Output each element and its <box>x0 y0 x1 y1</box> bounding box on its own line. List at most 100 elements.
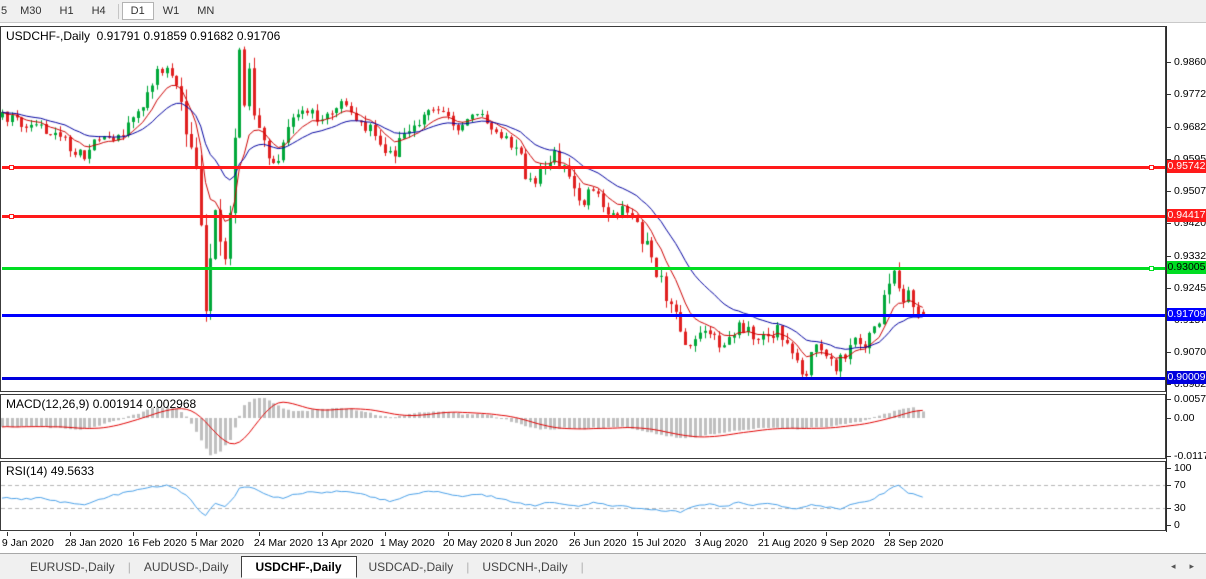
rsi-canvas[interactable] <box>1 462 1165 530</box>
price-chart-panel: USDCHF-,Daily 0.91791 0.91859 0.91682 0.… <box>0 26 1166 392</box>
date-axis-label: 1 May 2020 <box>379 537 435 549</box>
axis-tick-mark <box>1167 467 1171 469</box>
ohlc-open: 0.91791 <box>96 29 141 43</box>
axis-tick-mark <box>1167 418 1171 419</box>
price-level-badge-0.94417: 0.94417 <box>1167 209 1206 222</box>
date-axis-label: 8 Jun 2020 <box>505 537 558 549</box>
horizontal-level-line-0.93005[interactable] <box>2 266 1165 270</box>
date-axis-tick-mark <box>888 532 890 536</box>
toolbar-separator <box>117 3 119 19</box>
price-axis-tick: 0.95075 <box>1174 185 1206 198</box>
date-axis-tick-mark <box>636 532 638 536</box>
horizontal-level-line-0.90009[interactable] <box>2 376 1165 380</box>
axis-tick-mark <box>1167 351 1171 353</box>
tab-scroll-arrows: ◂ ▸ <box>1171 561 1194 572</box>
ohlc-low: 0.91682 <box>190 29 234 43</box>
tab-eurusd-daily[interactable]: EURUSD-,Daily <box>30 559 115 574</box>
tab-usdchf-daily[interactable]: USDCHF-,Daily <box>240 555 357 578</box>
date-axis-tick-mark <box>195 532 197 536</box>
tab-separator: | <box>466 559 470 574</box>
date-axis-label: 28 Jan 2020 <box>64 537 123 549</box>
price-axis-tick: 0.96825 <box>1174 121 1206 134</box>
price-axis-tick: 0.93325 <box>1174 249 1206 262</box>
timeframe-button-m5[interactable]: 5 <box>1 5 8 17</box>
chart-symbol-label: USDCHF-,Daily <box>6 29 90 43</box>
axis-tick-mark <box>1167 159 1171 161</box>
date-axis-tick-mark <box>762 532 764 536</box>
price-axis-tick: 0.97725 <box>1174 88 1206 101</box>
date-axis-label: 24 Mar 2020 <box>253 537 313 549</box>
date-axis-tick-mark <box>573 532 575 536</box>
date-axis-label: 28 Sep 2020 <box>883 537 944 549</box>
axis-tick-mark <box>1167 399 1171 401</box>
level-line-handle-left[interactable] <box>9 214 14 219</box>
timeframe-toolbar: 5 M30 H1 H4 D1 W1 MN <box>0 0 1206 23</box>
timeframe-button-h4[interactable]: H4 <box>91 5 106 17</box>
tab-usdcnh-daily[interactable]: USDCNH-,Daily <box>482 559 568 574</box>
horizontal-level-line-0.95742[interactable] <box>2 166 1165 170</box>
axis-tick-mark <box>1167 94 1171 96</box>
macd-signal-value: 0.002968 <box>146 397 197 411</box>
date-axis-tick-mark <box>447 532 449 536</box>
tab-audusd-daily[interactable]: AUDUSD-,Daily <box>143 559 229 574</box>
date-axis-label: 20 May 2020 <box>442 537 504 549</box>
date-axis-tick-mark <box>384 532 386 536</box>
axis-tick-mark <box>1167 255 1171 257</box>
macd-title: MACD(12,26,9) 0.001914 0.002968 <box>6 397 196 411</box>
timeframe-button-h1[interactable]: H1 <box>59 5 74 17</box>
timeframe-button-mn[interactable]: MN <box>197 5 215 17</box>
tab-scroll-left-icon[interactable]: ◂ <box>1170 561 1176 571</box>
chart-title: USDCHF-,Daily 0.91791 0.91859 0.91682 0.… <box>6 29 280 43</box>
macd-axis-tick: 0.00 <box>1174 412 1195 424</box>
date-axis-tick-mark <box>825 532 827 536</box>
date-axis-label: 26 Jun 2020 <box>568 537 627 549</box>
date-axis-label: 13 Apr 2020 <box>316 537 374 549</box>
ohlc-high: 0.91859 <box>143 29 187 43</box>
price-level-badge-0.90009: 0.90009 <box>1167 370 1206 384</box>
rsi-axis-tick: 30 <box>1174 502 1186 514</box>
tab-separator: | <box>127 559 131 574</box>
price-axis[interactable]: 0.986000.977250.968250.959500.950750.942… <box>1166 26 1206 532</box>
date-axis-tick-mark <box>510 532 512 536</box>
tab-separator: | <box>580 559 584 574</box>
timeframe-button-w1[interactable]: W1 <box>162 5 180 17</box>
symbol-tab-bar: EURUSD-,Daily | AUDUSD-,Daily USDCHF-,Da… <box>0 553 1206 579</box>
level-line-handle-right[interactable] <box>1149 265 1154 271</box>
macd-panel: MACD(12,26,9) 0.001914 0.002968 <box>0 394 1166 459</box>
timeframe-button-d1[interactable]: D1 <box>121 2 154 20</box>
macd-name-label: MACD(12,26,9) <box>6 397 90 411</box>
axis-tick-mark <box>1167 62 1171 63</box>
axis-tick-mark <box>1167 525 1171 527</box>
macd-canvas[interactable] <box>1 395 1165 458</box>
level-line-handle-right[interactable] <box>1149 165 1154 171</box>
price-chart-canvas[interactable] <box>1 27 1165 391</box>
axis-tick-mark <box>1167 223 1171 225</box>
tab-usdcad-daily[interactable]: USDCAD-,Daily <box>368 559 454 574</box>
axis-tick-mark <box>1167 485 1171 486</box>
horizontal-level-line-0.94417[interactable] <box>2 215 1165 218</box>
axis-tick-mark <box>1167 191 1171 193</box>
rsi-panel: RSI(14) 49.5633 <box>0 461 1166 531</box>
timeframe-button-m30[interactable]: M30 <box>20 5 42 17</box>
price-level-badge-0.95742: 0.95742 <box>1167 160 1206 174</box>
date-axis-label: 3 Aug 2020 <box>694 537 748 549</box>
date-axis-label: 9 Sep 2020 <box>820 537 875 549</box>
price-level-badge-0.91709: 0.91709 <box>1167 308 1206 322</box>
tab-scroll-right-icon[interactable]: ▸ <box>1189 561 1194 571</box>
level-line-handle-left[interactable] <box>9 165 14 171</box>
rsi-axis-tick: 0 <box>1174 519 1180 532</box>
date-axis-tick-mark <box>258 532 260 536</box>
axis-tick-mark <box>1167 384 1171 386</box>
date-axis-label: 15 Jul 2020 <box>631 537 687 549</box>
date-axis-tick-mark <box>69 532 71 536</box>
date-axis-tick-mark <box>321 532 323 536</box>
horizontal-level-line-0.91709[interactable] <box>2 314 1165 318</box>
date-axis[interactable]: 9 Jan 2020 28 Jan 2020 16 Feb 2020 5 Mar 20… <box>0 532 1166 552</box>
ohlc-close: 0.91706 <box>236 29 281 43</box>
price-level-badge-0.93005: 0.93005 <box>1167 260 1206 274</box>
rsi-axis-tick: 70 <box>1174 479 1186 491</box>
rsi-value: 49.5633 <box>50 464 95 478</box>
